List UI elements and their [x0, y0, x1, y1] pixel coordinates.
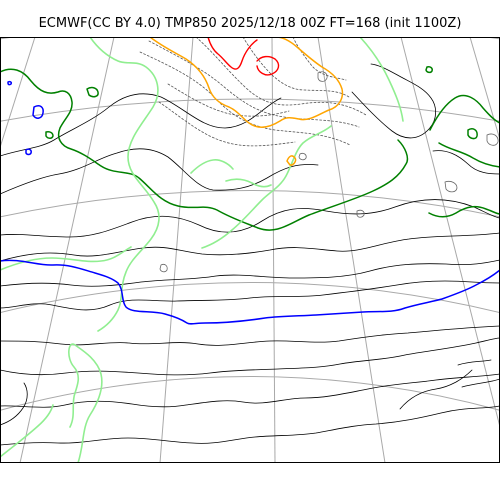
map-panel: [0, 37, 500, 463]
latitude-line-1: [0, 37, 500, 40]
longitude-line-4: [271, 37, 276, 463]
small-contour-details: [159, 71, 499, 273]
contour-6: [0, 280, 500, 311]
black-contours: [0, 63, 500, 446]
light-green-isotherm: [0, 37, 404, 463]
longitude-line-5: [317, 37, 386, 463]
red-isotherm-main: [207, 37, 258, 70]
green-isotherm: [0, 66, 500, 231]
red-isotherm: [207, 37, 280, 76]
longitude-line-2: [19, 37, 115, 463]
blue-isotherm-small-3: [7, 80, 12, 86]
light-green-isotherm-fragment-2: [225, 178, 272, 188]
contour-5: [0, 259, 500, 287]
green-isotherm-small-1: [86, 86, 99, 98]
light-green-isotherm-fragment-1: [190, 159, 234, 174]
longitude-gridlines: [0, 37, 500, 463]
contour-4: [0, 232, 500, 262]
red-isotherm-east: [256, 55, 280, 76]
detail-3: [317, 71, 328, 82]
light-green-isotherm-west: [0, 246, 132, 271]
contour-3: [0, 199, 500, 238]
latitude-line-3: [0, 190, 500, 218]
orange-isotherm-fragment: [286, 155, 297, 166]
longitude-line-1: [0, 37, 36, 150]
contour-15: [399, 369, 473, 410]
contour-1: [0, 93, 282, 157]
dotted-contour-6: [158, 101, 296, 147]
green-isotherm-east: [429, 94, 500, 131]
dotted-contour-4: [242, 37, 350, 98]
light-green-isotherm-east: [359, 37, 404, 122]
orange-isotherm-main: [149, 37, 344, 128]
contour-9: [0, 373, 500, 408]
map-title: ECMWF(CC BY 4.0) TMP850 2025/12/18 00Z F…: [38, 16, 462, 31]
blue-isotherm-small-1: [32, 105, 44, 119]
contour-8: [0, 337, 500, 376]
light-green-isotherm-southwest: [0, 404, 54, 458]
dotted-contour-2: [148, 40, 360, 128]
latitude-gridlines: [0, 37, 500, 411]
contour-14: [0, 382, 28, 426]
contour-12: [432, 150, 500, 175]
latitude-line-5: [0, 376, 500, 411]
contour-2: [0, 148, 319, 195]
longitude-line-6: [400, 37, 500, 428]
dotted-contour-1: [139, 51, 351, 146]
detail-5: [444, 180, 458, 193]
longitude-line-3: [159, 37, 194, 463]
green-isotherm-small-3: [45, 131, 54, 139]
green-isotherm-east-3: [428, 205, 500, 218]
contour-11: [351, 63, 437, 139]
light-green-isotherm-north: [89, 37, 160, 332]
green-isotherm-small-2: [425, 66, 433, 74]
blue-isotherm: [0, 80, 500, 325]
green-isotherm-east-2: [438, 142, 500, 168]
dotted-contour-3: [195, 37, 367, 116]
contour-10: [0, 405, 500, 446]
contour-7: [0, 325, 500, 346]
detail-2: [356, 209, 365, 218]
map-border: [0, 37, 500, 463]
green-isotherm-small-4: [467, 128, 478, 140]
light-green-isotherm-center: [201, 125, 332, 249]
green-isotherm-main: [0, 68, 409, 231]
longitude-line-7: [469, 37, 500, 142]
orange-isotherm: [149, 37, 344, 166]
blue-isotherm-small-2: [25, 148, 32, 156]
detail-1: [159, 263, 168, 273]
contour-13: [457, 359, 500, 388]
light-green-isotherm-south: [68, 343, 103, 463]
detail-6: [486, 133, 499, 146]
dotted-contour-7: [167, 83, 290, 117]
latitude-line-2: [0, 98, 500, 122]
detail-4: [298, 152, 307, 161]
blue-isotherm-main: [0, 259, 500, 325]
